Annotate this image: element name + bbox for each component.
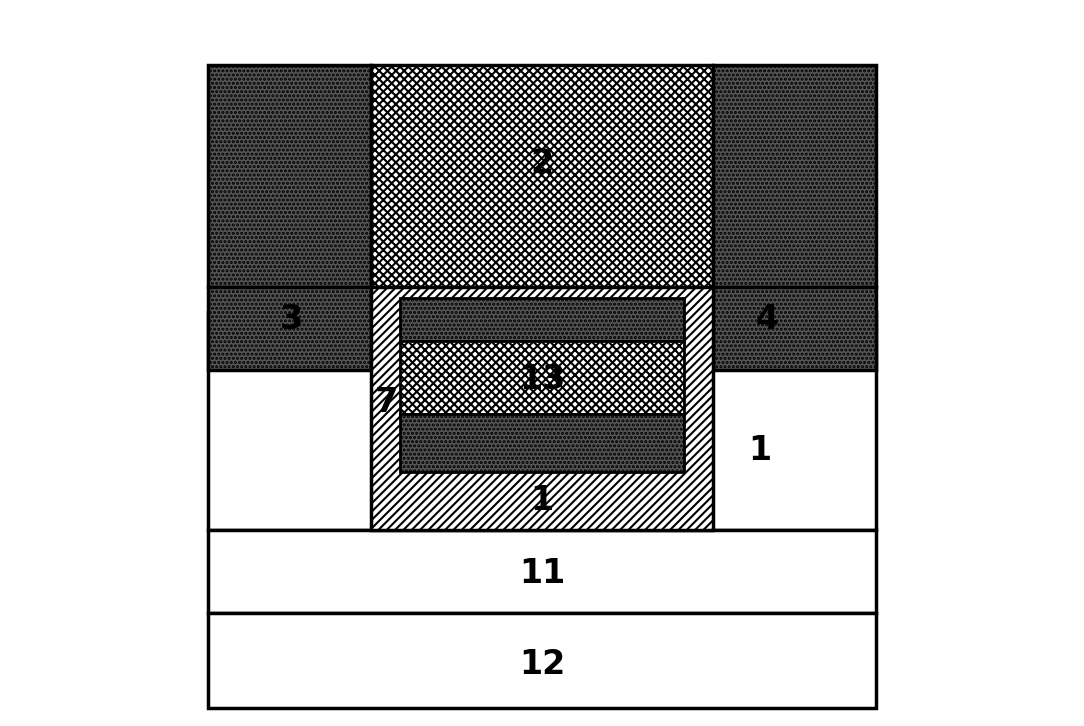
Text: 13: 13 (519, 363, 565, 396)
Text: 12: 12 (519, 648, 565, 681)
Bar (208, 287, 372, 370)
Text: 2: 2 (530, 147, 554, 180)
Bar (372, 287, 712, 530)
Bar (712, 287, 876, 370)
Bar (712, 65, 876, 287)
Text: 1: 1 (530, 484, 554, 518)
Bar (208, 613, 876, 708)
Bar (208, 312, 876, 530)
Text: 4: 4 (756, 303, 778, 336)
Bar (400, 298, 684, 341)
Text: 1: 1 (748, 433, 772, 467)
Bar (400, 341, 684, 414)
Text: 11: 11 (519, 557, 565, 590)
Bar (208, 530, 876, 613)
Text: 7: 7 (374, 386, 398, 420)
Text: 3: 3 (280, 303, 304, 336)
Bar (400, 414, 684, 472)
Bar (372, 65, 712, 287)
Bar (208, 65, 372, 287)
